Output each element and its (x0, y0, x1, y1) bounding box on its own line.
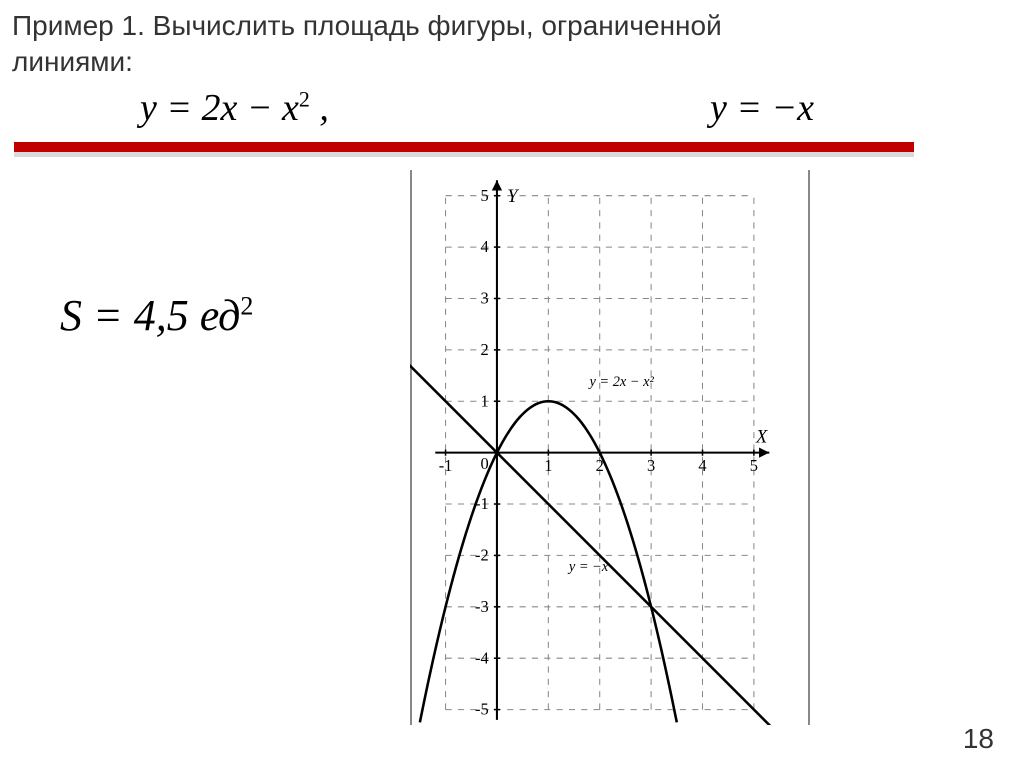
svg-text:1: 1 (544, 456, 552, 475)
page-number: 18 (963, 723, 994, 755)
divider-shadow (14, 152, 914, 157)
svg-text:y = −x: y = −x (567, 559, 609, 575)
svg-text:1: 1 (481, 391, 489, 410)
svg-text:Y: Y (507, 187, 519, 207)
equation-2: y = −x (710, 86, 814, 130)
chart-container: -112345-5-4-3-2-1123450XYy = 2x − x²y = … (410, 170, 810, 725)
chart-svg: -112345-5-4-3-2-1123450XYy = 2x − x²y = … (410, 170, 810, 725)
svg-text:5: 5 (750, 456, 758, 475)
title-line-1: Пример 1. Вычислить площадь фигуры, огра… (12, 10, 722, 41)
svg-text:4: 4 (698, 456, 706, 475)
equation-1: y = 2x − x2 , (140, 86, 329, 130)
svg-text:3: 3 (481, 289, 489, 308)
svg-text:-2: -2 (475, 546, 489, 565)
svg-text:5: 5 (481, 186, 489, 205)
svg-text:y = 2x − x²: y = 2x − x² (587, 374, 654, 390)
title-line-2: линиями: (12, 46, 133, 77)
svg-text:-1: -1 (439, 456, 453, 475)
svg-text:2: 2 (481, 340, 489, 359)
divider-bar (14, 142, 914, 152)
svg-text:3: 3 (647, 456, 655, 475)
result-formula: S = 4,5 ед2 (60, 290, 253, 341)
page-title: Пример 1. Вычислить площадь фигуры, огра… (12, 8, 722, 81)
svg-text:-4: -4 (475, 648, 489, 667)
svg-text:-5: -5 (475, 700, 489, 719)
svg-text:4: 4 (481, 237, 489, 256)
svg-text:-3: -3 (475, 597, 489, 616)
svg-text:X: X (755, 427, 768, 447)
